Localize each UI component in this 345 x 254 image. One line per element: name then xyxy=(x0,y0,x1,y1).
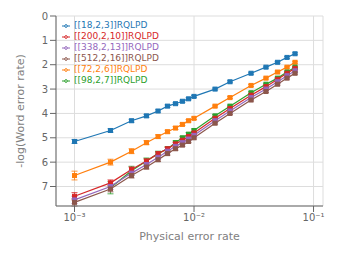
svg-text:-log(Word error rate): -log(Word error rate) xyxy=(14,54,27,168)
svg-text:4: 4 xyxy=(42,108,48,119)
svg-text:2: 2 xyxy=(42,59,48,70)
svg-text:7: 7 xyxy=(42,181,48,192)
svg-text:10⁻¹: 10⁻¹ xyxy=(303,212,325,223)
svg-text:5: 5 xyxy=(42,132,48,143)
svg-text:6: 6 xyxy=(42,157,48,168)
html-text:[[18,2,3]]RQLPD: [[18,2,3]]RQLPD xyxy=(74,20,148,30)
html-text:[[72,2,6]]RQLPD: [[72,2,6]]RQLPD xyxy=(74,64,148,74)
svg-text:10⁻²: 10⁻² xyxy=(183,212,205,223)
html-text:[[338,2,13]]RQLPD: [[338,2,13]]RQLPD xyxy=(74,42,159,52)
svg-text:3: 3 xyxy=(42,84,48,95)
svg-text:10⁻³: 10⁻³ xyxy=(64,212,86,223)
svg-text:Physical error rate: Physical error rate xyxy=(139,230,240,243)
html-text:[[200,2,10]]RQLPD: [[200,2,10]]RQLPD xyxy=(74,31,159,41)
svg-text:1: 1 xyxy=(42,35,48,46)
html-text:[[98,2,7]]RQLPD: [[98,2,7]]RQLPD xyxy=(74,75,148,85)
html-text:[[512,2,16]]RQLPD: [[512,2,16]]RQLPD xyxy=(74,53,159,63)
svg-text:0: 0 xyxy=(42,11,48,22)
